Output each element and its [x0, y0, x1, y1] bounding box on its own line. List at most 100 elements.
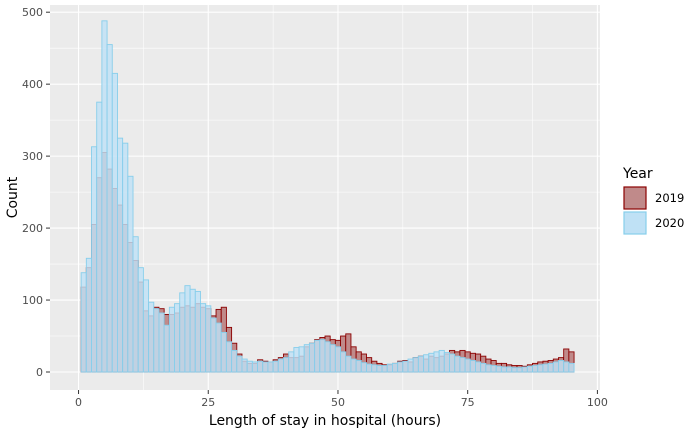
bar-2020: [127, 175, 134, 373]
y-tick-label: 0: [36, 366, 43, 379]
bar-2020: [443, 352, 450, 373]
bar-2020: [490, 365, 497, 373]
bar-2020: [412, 357, 419, 373]
bar-2020: [563, 361, 570, 373]
bar-2020: [371, 364, 378, 373]
bar-2020: [111, 72, 118, 373]
bar-2020: [236, 355, 243, 373]
bar-2020: [386, 363, 393, 373]
legend: Year 2019 2020: [622, 166, 684, 235]
bar-2020: [132, 236, 139, 373]
x-axis: 0 25 50 75 100: [75, 390, 608, 409]
bar-2020: [257, 360, 264, 373]
bar-2020: [511, 367, 518, 373]
bar-2020: [485, 364, 492, 373]
bar-2020: [355, 360, 362, 373]
bar-2020: [96, 101, 103, 373]
bar-2020: [101, 20, 108, 373]
bar-2020: [205, 305, 212, 373]
bar-2020: [397, 361, 404, 373]
bar-2020: [324, 341, 331, 373]
bar-2020: [91, 146, 98, 373]
bar-2020: [137, 267, 144, 373]
bar-2020: [179, 292, 186, 373]
bar-2020: [184, 285, 191, 373]
bar-2020: [277, 358, 284, 373]
bar-2020: [148, 301, 155, 373]
bar-2020: [142, 279, 150, 373]
x-tick-label: 50: [331, 396, 345, 409]
y-axis-title: Count: [5, 176, 21, 218]
x-axis-title: Length of stay in hospital (hours): [209, 413, 441, 429]
bar-2020: [402, 360, 409, 373]
bar-2020: [495, 365, 502, 373]
bar-2020: [428, 352, 435, 373]
bar-2020: [241, 358, 248, 373]
bar-2020: [288, 351, 295, 373]
bar-2020: [381, 365, 388, 373]
series-2020-bars: [80, 20, 575, 373]
bar-2020: [231, 349, 238, 373]
bar-2020: [464, 358, 471, 373]
bar-2020: [449, 353, 456, 373]
bar-2020: [360, 362, 367, 373]
y-tick-label: 500: [22, 6, 43, 19]
bar-2020: [516, 367, 523, 373]
bar-2020: [459, 357, 466, 373]
bar-2020: [220, 331, 227, 373]
bar-2020: [308, 342, 316, 373]
legend-key-2020: [623, 211, 647, 235]
bar-2020: [366, 363, 373, 373]
bar-2020: [267, 361, 274, 373]
bar-2020: [469, 360, 476, 373]
bar-2020: [158, 312, 165, 373]
x-tick-label: 75: [461, 396, 475, 409]
bar-2020: [80, 272, 87, 373]
bar-2020: [215, 322, 222, 373]
bar-2020: [438, 349, 445, 373]
bar-2020: [345, 355, 352, 373]
legend-label-2019: 2019: [655, 191, 684, 205]
legend-key-2019: [623, 186, 647, 210]
bar-2020: [521, 366, 528, 373]
bar-2020: [283, 357, 290, 373]
bar-2020: [262, 361, 269, 373]
bar-2020: [251, 361, 258, 373]
bar-2020: [568, 362, 575, 373]
bar-2020: [163, 324, 170, 373]
bar-2020: [168, 306, 175, 373]
bar-2020: [106, 44, 113, 373]
x-tick-label: 0: [75, 396, 82, 409]
bar-2020: [392, 362, 399, 373]
bar-2020: [194, 290, 201, 373]
bar-2020: [454, 355, 461, 373]
bar-2020: [117, 137, 124, 373]
bar-2020: [376, 365, 383, 373]
bar-2020: [433, 351, 440, 373]
bar-2020: [423, 354, 430, 373]
bar-2020: [475, 361, 482, 373]
y-tick-label: 300: [22, 150, 43, 163]
minor-gridlines: [50, 5, 600, 390]
bar-2020: [407, 358, 414, 373]
bar-2020: [314, 339, 321, 373]
bar-2020: [480, 362, 487, 373]
x-tick-label: 25: [201, 396, 215, 409]
bar-2020: [532, 365, 539, 373]
bar-2020: [225, 341, 233, 373]
y-tick-label: 100: [22, 294, 43, 307]
bar-2020: [334, 346, 342, 373]
bar-2020: [537, 364, 544, 373]
bar-2020: [350, 358, 357, 373]
bar-2020: [122, 142, 129, 373]
bar-2020: [85, 257, 92, 373]
bar-2020: [500, 366, 508, 373]
bar-2020: [303, 344, 310, 373]
bar-2020: [174, 303, 181, 373]
legend-title: Year: [622, 166, 653, 182]
bar-2020: [506, 366, 513, 373]
bar-2020: [210, 317, 217, 373]
x-tick-label: 100: [587, 396, 608, 409]
bar-2020: [272, 360, 279, 373]
